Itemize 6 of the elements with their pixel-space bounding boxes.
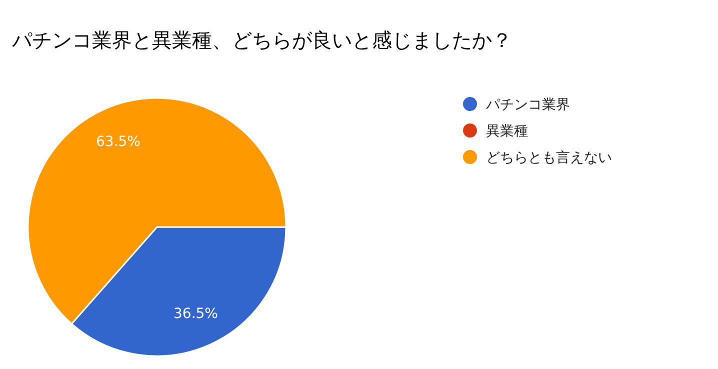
legend-label: パチンコ業界 (485, 97, 570, 113)
data-label: 63.5% (96, 134, 140, 150)
legend-label: 異業種 (486, 124, 528, 140)
chart-title: パチンコ業界と異業種、どちらが良いと感じましたか？ (11, 28, 512, 52)
data-label: 36.5% (174, 306, 218, 322)
legend-label: どちらとも言えない (486, 150, 612, 166)
